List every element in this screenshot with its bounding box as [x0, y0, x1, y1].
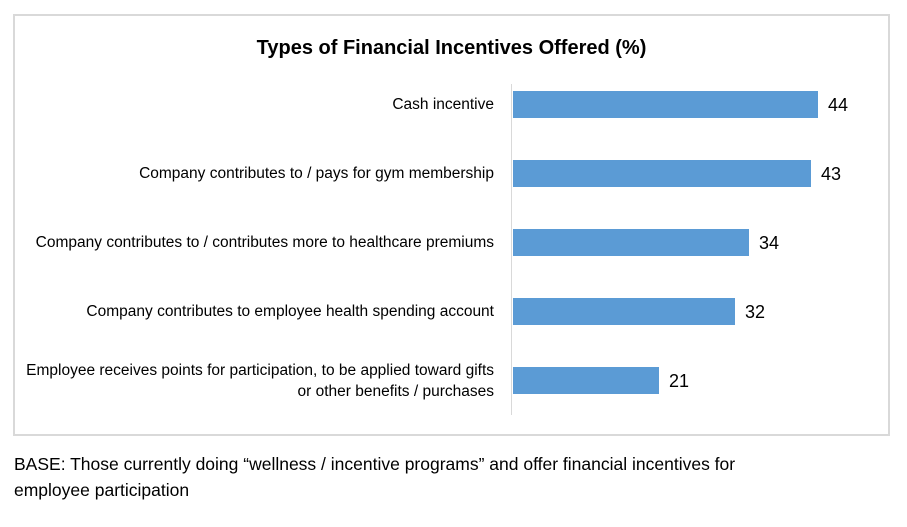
category-label: Company contributes to / contributes mor…: [35, 234, 494, 251]
bar-row: Company contributes to employee health s…: [15, 277, 888, 346]
bar-area: 21: [511, 367, 888, 394]
bar-area: 43: [511, 160, 888, 187]
value-label: 34: [759, 232, 780, 253]
chart-title: Types of Financial Incentives Offered (%…: [256, 37, 647, 59]
chart-container: Types of Financial Incentives Offered (%…: [13, 14, 890, 436]
base-note-line-1: BASE: Those currently doing “wellness / …: [14, 454, 736, 474]
value-label: 43: [821, 163, 842, 184]
category-label: Company contributes to / pays for gym me…: [139, 165, 494, 182]
bar-area: 32: [511, 298, 888, 325]
bar: [513, 367, 659, 394]
category-label: Cash incentive: [392, 96, 494, 113]
value-label: 44: [828, 94, 849, 115]
value-label: 21: [669, 370, 690, 391]
bar-row: Company contributes to / pays for gym me…: [15, 139, 888, 208]
base-note: BASE: Those currently doing “wellness / …: [14, 451, 894, 503]
bar: [513, 91, 818, 118]
bar: [513, 298, 735, 325]
bar: [513, 229, 749, 256]
bar-area: 34: [511, 229, 888, 256]
bar-row: Cash incentive 44: [15, 70, 888, 139]
value-label: 32: [745, 301, 766, 322]
bar-row: Employee receives points for participati…: [15, 346, 888, 415]
bar: [513, 160, 811, 187]
bar-rows: Cash incentive 44 Company contributes to…: [15, 70, 888, 415]
base-note-line-2: employee participation: [14, 480, 190, 500]
bar-area: 44: [511, 91, 888, 118]
category-label: Company contributes to employee health s…: [86, 303, 494, 320]
category-axis-line: [511, 84, 512, 415]
bar-row: Company contributes to / contributes mor…: [15, 208, 888, 277]
category-label: Employee receives points for participati…: [26, 361, 494, 400]
